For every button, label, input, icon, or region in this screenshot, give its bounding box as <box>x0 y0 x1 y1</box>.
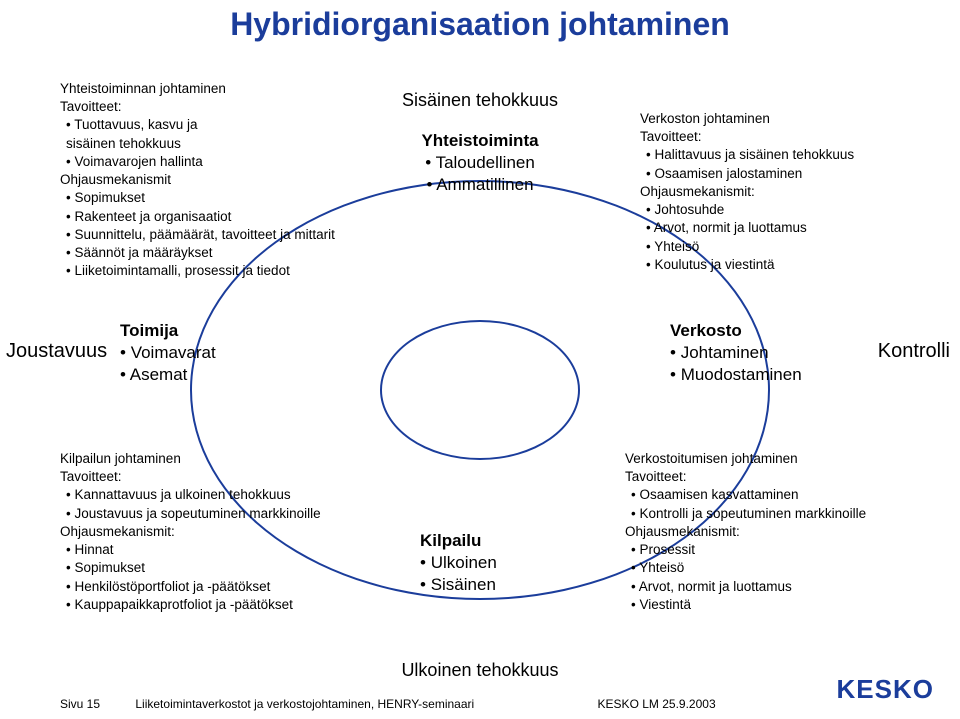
quad-top-right: Verkoston johtaminen Tavoitteet: Halitta… <box>640 110 940 274</box>
footer: Sivu 15 Liiketoimintaverkostot ja verkos… <box>60 697 716 711</box>
goals-list: Kannattavuus ja ulkoinen tehokkuus Joust… <box>60 486 380 522</box>
axis-left-label: Joustavuus <box>6 340 107 363</box>
list-item: Osaamisen kasvattaminen <box>631 486 945 504</box>
list-item: Voimavarat <box>120 342 270 364</box>
list-item: Muodostaminen <box>670 364 840 386</box>
quad-bottom-right: Verkostoitumisen johtaminen Tavoitteet: … <box>625 450 945 614</box>
quad-bottom-left: Kilpailun johtaminen Tavoitteet: Kannatt… <box>60 450 380 614</box>
list-item: Arvot, normit ja luottamus <box>646 219 940 237</box>
list-item: Rakenteet ja organisaatiot <box>66 208 360 226</box>
footer-mid: Liiketoimintaverkostot ja verkostojohtam… <box>135 697 474 711</box>
goals-label: Tavoitteet: <box>60 468 380 486</box>
list-item: Sopimukset <box>66 559 380 577</box>
mech-label: Ohjausmekanismit: <box>60 523 380 541</box>
quad-header: Kilpailun johtaminen <box>60 450 380 468</box>
kesko-logo: KESKO <box>837 674 934 705</box>
axis-right-label: Kontrolli <box>878 340 950 363</box>
goals-label: Tavoitteet: <box>640 128 940 146</box>
goals-list: Osaamisen kasvattaminen Kontrolli ja sop… <box>625 486 945 522</box>
list-item: Yhteisö <box>646 238 940 256</box>
list-item: Joustavuus ja sopeutuminen markkinoille <box>66 505 380 523</box>
list-item: Kontrolli ja sopeutuminen markkinoille <box>631 505 945 523</box>
node-left: Toimija Voimavarat Asemat <box>120 320 270 386</box>
quad-header: Verkoston johtaminen <box>640 110 940 128</box>
mech-label: Ohjausmekanismit: <box>625 523 945 541</box>
list-item: Johtaminen <box>670 342 840 364</box>
list-item: Asemat <box>120 364 270 386</box>
node-left-title: Toimija <box>120 320 270 342</box>
axis-top-label: Sisäinen tehokkuus <box>380 90 580 111</box>
mech-label: Ohjausmekanismit: <box>640 183 940 201</box>
list-item: Johtosuhde <box>646 201 940 219</box>
list-item: Liiketoimintamalli, prosessit ja tiedot <box>66 262 360 280</box>
list-item: Osaamisen jalostaminen <box>646 165 940 183</box>
list-item: Yhteisö <box>631 559 945 577</box>
list-item: Tuottavuus, kasvu ja sisäinen tehokkuus <box>66 116 246 152</box>
list-item: Koulutus ja viestintä <box>646 256 940 274</box>
axis-bottom-label: Ulkoinen tehokkuus <box>380 660 580 681</box>
goals-list: Halittavuus ja sisäinen tehokkuus Osaami… <box>640 146 940 182</box>
quad-header: Yhteistoiminnan johtaminen <box>60 80 360 98</box>
list-item: Hinnat <box>66 541 380 559</box>
goals-label: Tavoitteet: <box>60 98 360 116</box>
node-top: Yhteistoiminta Taloudellinen Ammatilline… <box>395 130 565 196</box>
footer-right: KESKO LM 25.9.2003 <box>598 697 716 711</box>
slide-title: Hybridiorganisaation johtaminen <box>0 6 960 43</box>
node-right-items: Johtaminen Muodostaminen <box>670 342 840 386</box>
quad-header: Verkostoitumisen johtaminen <box>625 450 945 468</box>
list-item: Suunnittelu, päämäärät, tavoitteet ja mi… <box>66 226 360 244</box>
list-item: Henkilöstöportfoliot ja -päätökset <box>66 578 380 596</box>
goals-label: Tavoitteet: <box>625 468 945 486</box>
node-bottom-title: Kilpailu <box>420 530 540 552</box>
node-right-title: Verkosto <box>670 320 840 342</box>
footer-page: Sivu 15 <box>60 697 100 711</box>
list-item: Sopimukset <box>66 189 360 207</box>
mech-list: Johtosuhde Arvot, normit ja luottamus Yh… <box>640 201 940 274</box>
list-item: Viestintä <box>631 596 945 614</box>
mech-label: Ohjausmekanismit <box>60 171 360 189</box>
inner-ellipse <box>380 320 580 460</box>
list-item: Taloudellinen <box>395 152 565 174</box>
mech-list: Sopimukset Rakenteet ja organisaatiot Su… <box>60 189 360 280</box>
goals-list: Tuottavuus, kasvu ja sisäinen tehokkuus … <box>60 116 360 171</box>
mech-list: Prosessit Yhteisö Arvot, normit ja luott… <box>625 541 945 614</box>
list-item: Kannattavuus ja ulkoinen tehokkuus <box>66 486 380 504</box>
node-top-items: Taloudellinen Ammatillinen <box>395 152 565 196</box>
node-left-items: Voimavarat Asemat <box>120 342 270 386</box>
list-item: Ulkoinen <box>420 552 540 574</box>
list-item: Prosessit <box>631 541 945 559</box>
list-item: Säännöt ja määräykset <box>66 244 360 262</box>
node-top-title: Yhteistoiminta <box>395 130 565 152</box>
node-bottom: Kilpailu Ulkoinen Sisäinen <box>420 530 540 596</box>
node-bottom-items: Ulkoinen Sisäinen <box>420 552 540 596</box>
list-item: Voimavarojen hallinta <box>66 153 360 171</box>
mech-list: Hinnat Sopimukset Henkilöstöportfoliot j… <box>60 541 380 614</box>
quad-top-left: Yhteistoiminnan johtaminen Tavoitteet: T… <box>60 80 360 280</box>
list-item: Sisäinen <box>420 574 540 596</box>
node-right: Verkosto Johtaminen Muodostaminen <box>670 320 840 386</box>
list-item: Ammatillinen <box>395 174 565 196</box>
slide: Hybridiorganisaation johtaminen Sisäinen… <box>0 0 960 719</box>
list-item: Arvot, normit ja luottamus <box>631 578 945 596</box>
list-item: Kauppapaikkaprotfoliot ja -päätökset <box>66 596 380 614</box>
list-item: Halittavuus ja sisäinen tehokkuus <box>646 146 940 164</box>
